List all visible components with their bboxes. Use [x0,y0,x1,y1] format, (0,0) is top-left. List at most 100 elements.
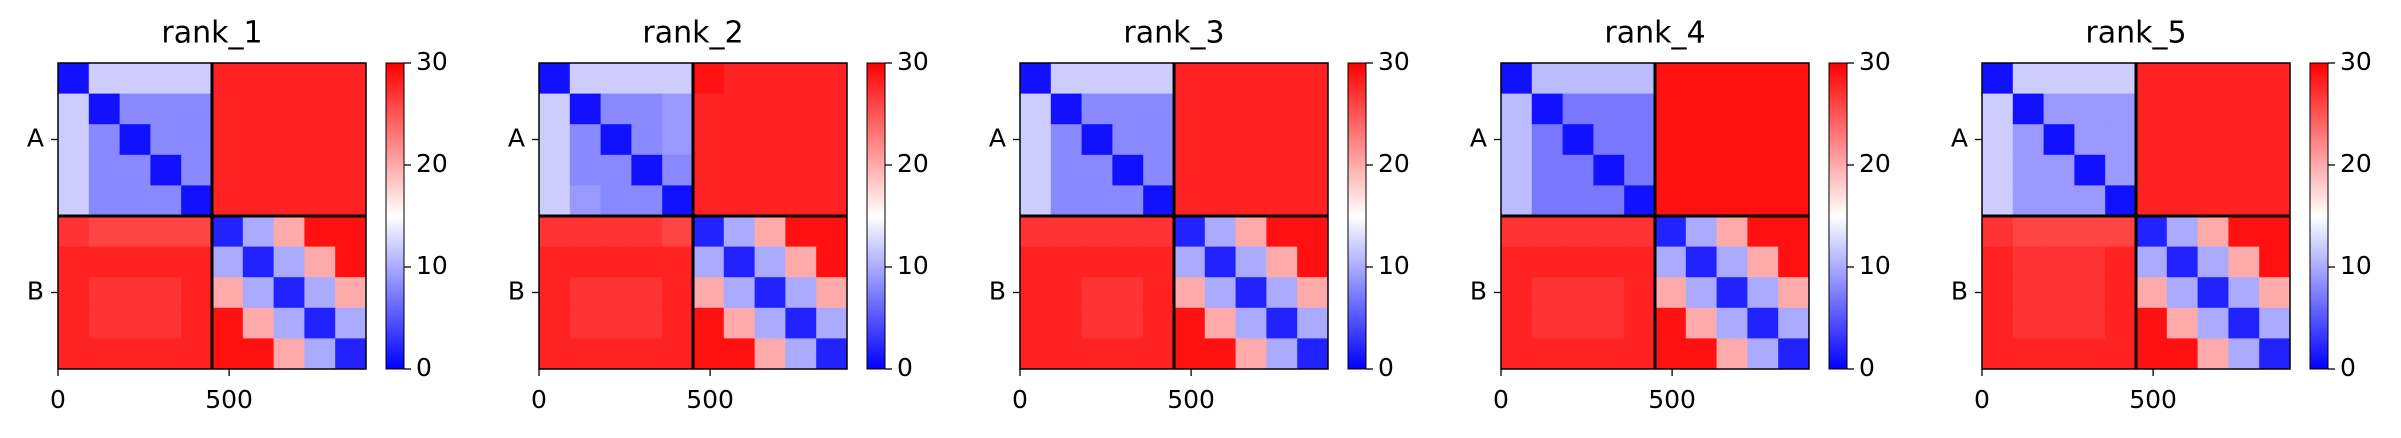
heatmap-cell [335,185,367,217]
heatmap-cell [1982,216,2014,248]
heatmap-cell [1778,246,1810,278]
heatmap-cell [1297,246,1329,278]
heatmap-cell [600,63,632,95]
y-tick-label: A [1470,124,1487,153]
heatmap-cell [1050,216,1083,248]
heatmap-cell [1562,154,1594,186]
heatmap-cell [662,154,694,186]
y-tick-label: B [989,277,1006,306]
heatmap-cell [631,124,663,156]
heatmap-cell [335,277,367,309]
heatmap-cell [1747,246,1779,278]
heatmap-cell [2136,63,2168,95]
heatmap-cell [242,63,275,95]
heatmap-cell [723,277,756,309]
heatmap-cell [2259,307,2291,339]
heatmap-cell [1050,338,1083,370]
heatmap-cell [2043,216,2075,248]
heatmap-cell [569,185,602,217]
colorbar-tick-label: 0 [1859,353,1875,382]
heatmap-cell [181,246,213,278]
heatmap-cell [1143,124,1175,156]
heatmap-cell [662,246,694,278]
heatmap-cell [88,93,121,125]
x-tick-label: 500 [205,385,253,414]
heatmap-cell [2074,338,2106,370]
heatmap-cell [2136,93,2168,125]
heatmap-cell [119,246,151,278]
plot-frame [1019,62,1329,370]
heatmap-cell [181,307,213,339]
heatmap-cell [150,307,182,339]
heatmap-cell [1235,185,1267,217]
heatmap-cell [150,93,182,125]
heatmap-cell [1266,216,1298,248]
colorbar [385,62,405,370]
heatmap-cell [1204,216,1237,248]
heatmap-cell [1982,338,2014,370]
heatmap-cell [1593,185,1625,217]
colorbar-tick-label: 0 [897,353,913,382]
colorbar-tick-label: 20 [1859,149,1891,178]
x-tick-label: 0 [531,385,547,414]
heatmap-cell [181,154,213,186]
heatmap-cell [1531,246,1564,278]
heatmap-cell [754,63,786,95]
heatmap-cell [2228,93,2260,125]
heatmap-cell [1020,124,1052,156]
heatmap-cell [631,154,663,186]
heatmap-cell [2228,216,2260,248]
heatmap-cell [119,154,151,186]
heatmap-cell [1266,185,1298,217]
chart-title: rank_4 [1604,16,1705,51]
heatmap-cell [1020,246,1052,278]
heatmap-cell [1982,307,2014,339]
heatmap-cell [1501,185,1533,217]
heatmap-cell [335,246,367,278]
x-tick-label: 500 [1648,385,1696,414]
heatmap-cell [1266,63,1298,95]
chart-title: rank_5 [2085,16,2186,51]
heatmap-cell [2197,277,2229,309]
heatmap-cell [242,338,275,370]
heatmap-cell [2197,154,2229,186]
heatmap-cell [569,307,602,339]
heatmap-cell [1685,154,1718,186]
heatmap-cell [242,154,275,186]
heatmap-cell [1982,246,2014,278]
heatmap-cell [816,277,848,309]
heatmap-cell [600,307,632,339]
heatmap-cell [212,154,244,186]
heatmap-cell [2166,338,2199,370]
heatmap-cell [1531,185,1564,217]
heatmap-cell [2012,216,2045,248]
heatmap-cell [2136,307,2168,339]
heatmap-cell [539,277,571,309]
heatmap-cell [1174,307,1206,339]
heatmap-cell [1716,154,1748,186]
heatmap-cell [816,93,848,125]
heatmap-cell [1501,216,1533,248]
heatmap-cell [723,216,756,248]
heatmap-cell [539,185,571,217]
heatmap-cell [1297,63,1329,95]
heatmap-panel: rank_2 0 500 A B 0 10 20 30 [508,16,929,415]
heatmap-cell [1297,154,1329,186]
heatmap-cell [2043,307,2075,339]
heatmap-cell [1716,246,1748,278]
colorbar [2309,62,2329,370]
heatmap-cell [304,307,336,339]
heatmap-cell [1112,93,1144,125]
heatmap-cell [88,216,121,248]
heatmap-cell [2166,93,2199,125]
heatmap-cell [1624,246,1656,278]
heatmap-cell [662,307,694,339]
heatmap-cell [1562,185,1594,217]
heatmap-cell [304,154,336,186]
heatmap-cell [2074,154,2106,186]
heatmap-cell [119,338,151,370]
heatmap-cell [1685,338,1718,370]
heatmap-cell [1050,246,1083,278]
heatmap-cell [1143,63,1175,95]
heatmap-cell [1778,124,1810,156]
